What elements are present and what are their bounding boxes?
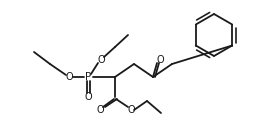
Text: O: O [97,55,105,65]
Text: O: O [84,92,92,102]
Text: O: O [65,72,73,82]
Text: O: O [96,105,104,115]
Text: O: O [127,105,135,115]
Text: O: O [156,55,164,65]
Text: P: P [85,72,91,82]
